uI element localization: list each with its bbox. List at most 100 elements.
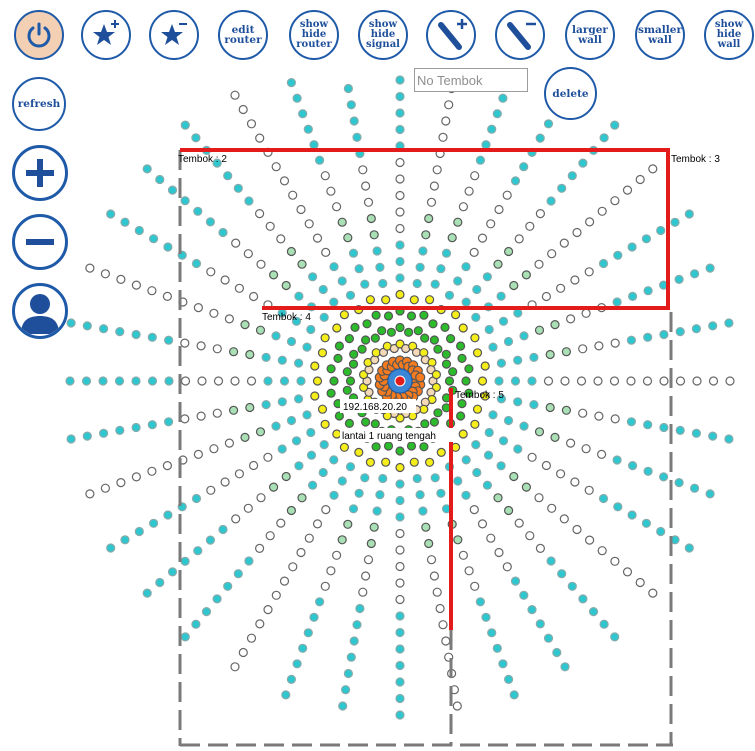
signal-point	[344, 418, 354, 428]
signal-point	[395, 693, 405, 704]
router-marker[interactable]	[387, 368, 413, 394]
signal-point	[167, 185, 178, 195]
signal-point	[436, 264, 446, 274]
user-button[interactable]	[12, 283, 68, 339]
signal-point	[344, 334, 354, 344]
signal-point	[245, 402, 255, 413]
zoom-in-button[interactable]	[12, 145, 68, 201]
signal-point	[342, 385, 352, 395]
show-hide-wall-button[interactable]: show hide wall	[704, 10, 754, 60]
show-hide-signal-button[interactable]: show hide signal	[358, 10, 408, 60]
signal-point	[357, 344, 367, 354]
signal-point	[345, 290, 356, 300]
add-router-button[interactable]	[81, 10, 131, 60]
signal-point	[271, 421, 281, 431]
signal-point	[66, 318, 76, 328]
signal-point	[409, 457, 419, 467]
remove-router-button[interactable]	[149, 10, 199, 60]
signal-point	[613, 502, 623, 512]
signal-point	[334, 411, 344, 421]
signal-point	[565, 438, 576, 448]
larger-wall-button[interactable]: larger wall	[565, 10, 615, 60]
signal-point	[477, 233, 488, 243]
signal-point	[456, 411, 466, 421]
signal-point	[256, 493, 266, 503]
signal-point	[433, 344, 443, 354]
signal-point	[286, 505, 296, 516]
signal-point	[81, 376, 92, 386]
signal-point	[320, 419, 330, 429]
signal-point	[535, 133, 545, 143]
smaller-wall-button[interactable]: smaller wall	[635, 10, 685, 60]
refresh-button[interactable]: refresh	[12, 77, 66, 131]
wall-number-input[interactable]	[414, 68, 528, 92]
signal-points-layer	[65, 75, 735, 720]
signal-point	[196, 341, 206, 351]
signal-point	[212, 408, 222, 418]
signal-point	[471, 440, 481, 450]
show-hide-router-button[interactable]: show hide router	[289, 10, 339, 60]
signal-point	[674, 274, 684, 284]
signal-point	[705, 263, 715, 273]
signal-point	[286, 674, 296, 685]
signal-point	[362, 319, 372, 329]
signal-point	[457, 353, 467, 363]
signal-point	[337, 476, 347, 486]
signal-point	[85, 263, 95, 273]
signal-point	[395, 710, 405, 720]
signal-point	[440, 322, 450, 332]
signal-point	[429, 335, 439, 345]
add-wall-button[interactable]	[426, 10, 476, 60]
signal-point	[535, 209, 546, 219]
signal-point	[504, 674, 514, 685]
signal-point	[470, 333, 480, 343]
signal-point	[441, 349, 451, 359]
signal-point	[584, 535, 595, 545]
signal-point	[510, 376, 521, 386]
signal-point	[458, 550, 468, 560]
delete-button[interactable]: delete	[544, 67, 597, 120]
signal-point	[534, 259, 544, 269]
signal-point	[514, 234, 524, 244]
signal-point	[691, 428, 702, 438]
signal-point	[164, 376, 174, 386]
signal-point	[372, 506, 382, 516]
signal-point	[65, 376, 75, 386]
signal-point	[447, 233, 457, 243]
signal-point	[98, 376, 108, 386]
signal-point	[395, 512, 405, 522]
signal-point	[193, 546, 203, 556]
signal-point	[349, 116, 359, 126]
signal-point	[329, 262, 339, 272]
router-center-dot	[394, 375, 406, 387]
signal-point	[429, 571, 439, 581]
signal-point	[451, 310, 461, 320]
signal-point	[193, 206, 203, 216]
signal-point	[559, 514, 569, 524]
signal-point	[527, 376, 537, 386]
edit-router-button[interactable]: edit router	[218, 10, 268, 60]
signal-point	[431, 370, 441, 380]
power-button[interactable]	[14, 10, 64, 60]
wall-plus-icon	[438, 19, 467, 50]
signal-point	[529, 352, 539, 362]
signal-point	[116, 478, 126, 488]
signal-point	[541, 291, 552, 302]
remove-wall-button[interactable]	[495, 10, 545, 60]
signal-point	[458, 429, 468, 439]
signal-point	[261, 352, 271, 362]
signal-point	[231, 238, 241, 248]
zoom-out-button[interactable]	[12, 214, 68, 270]
signal-point	[648, 164, 658, 174]
signal-point	[418, 246, 428, 256]
signal-point	[383, 311, 394, 321]
signal-point	[610, 120, 620, 130]
signal-point	[348, 248, 359, 258]
signal-point	[191, 619, 201, 629]
signal-point	[375, 262, 385, 272]
signal-point	[378, 278, 388, 289]
signal-point	[395, 174, 405, 184]
signal-point	[249, 460, 259, 471]
signal-point	[191, 133, 201, 143]
